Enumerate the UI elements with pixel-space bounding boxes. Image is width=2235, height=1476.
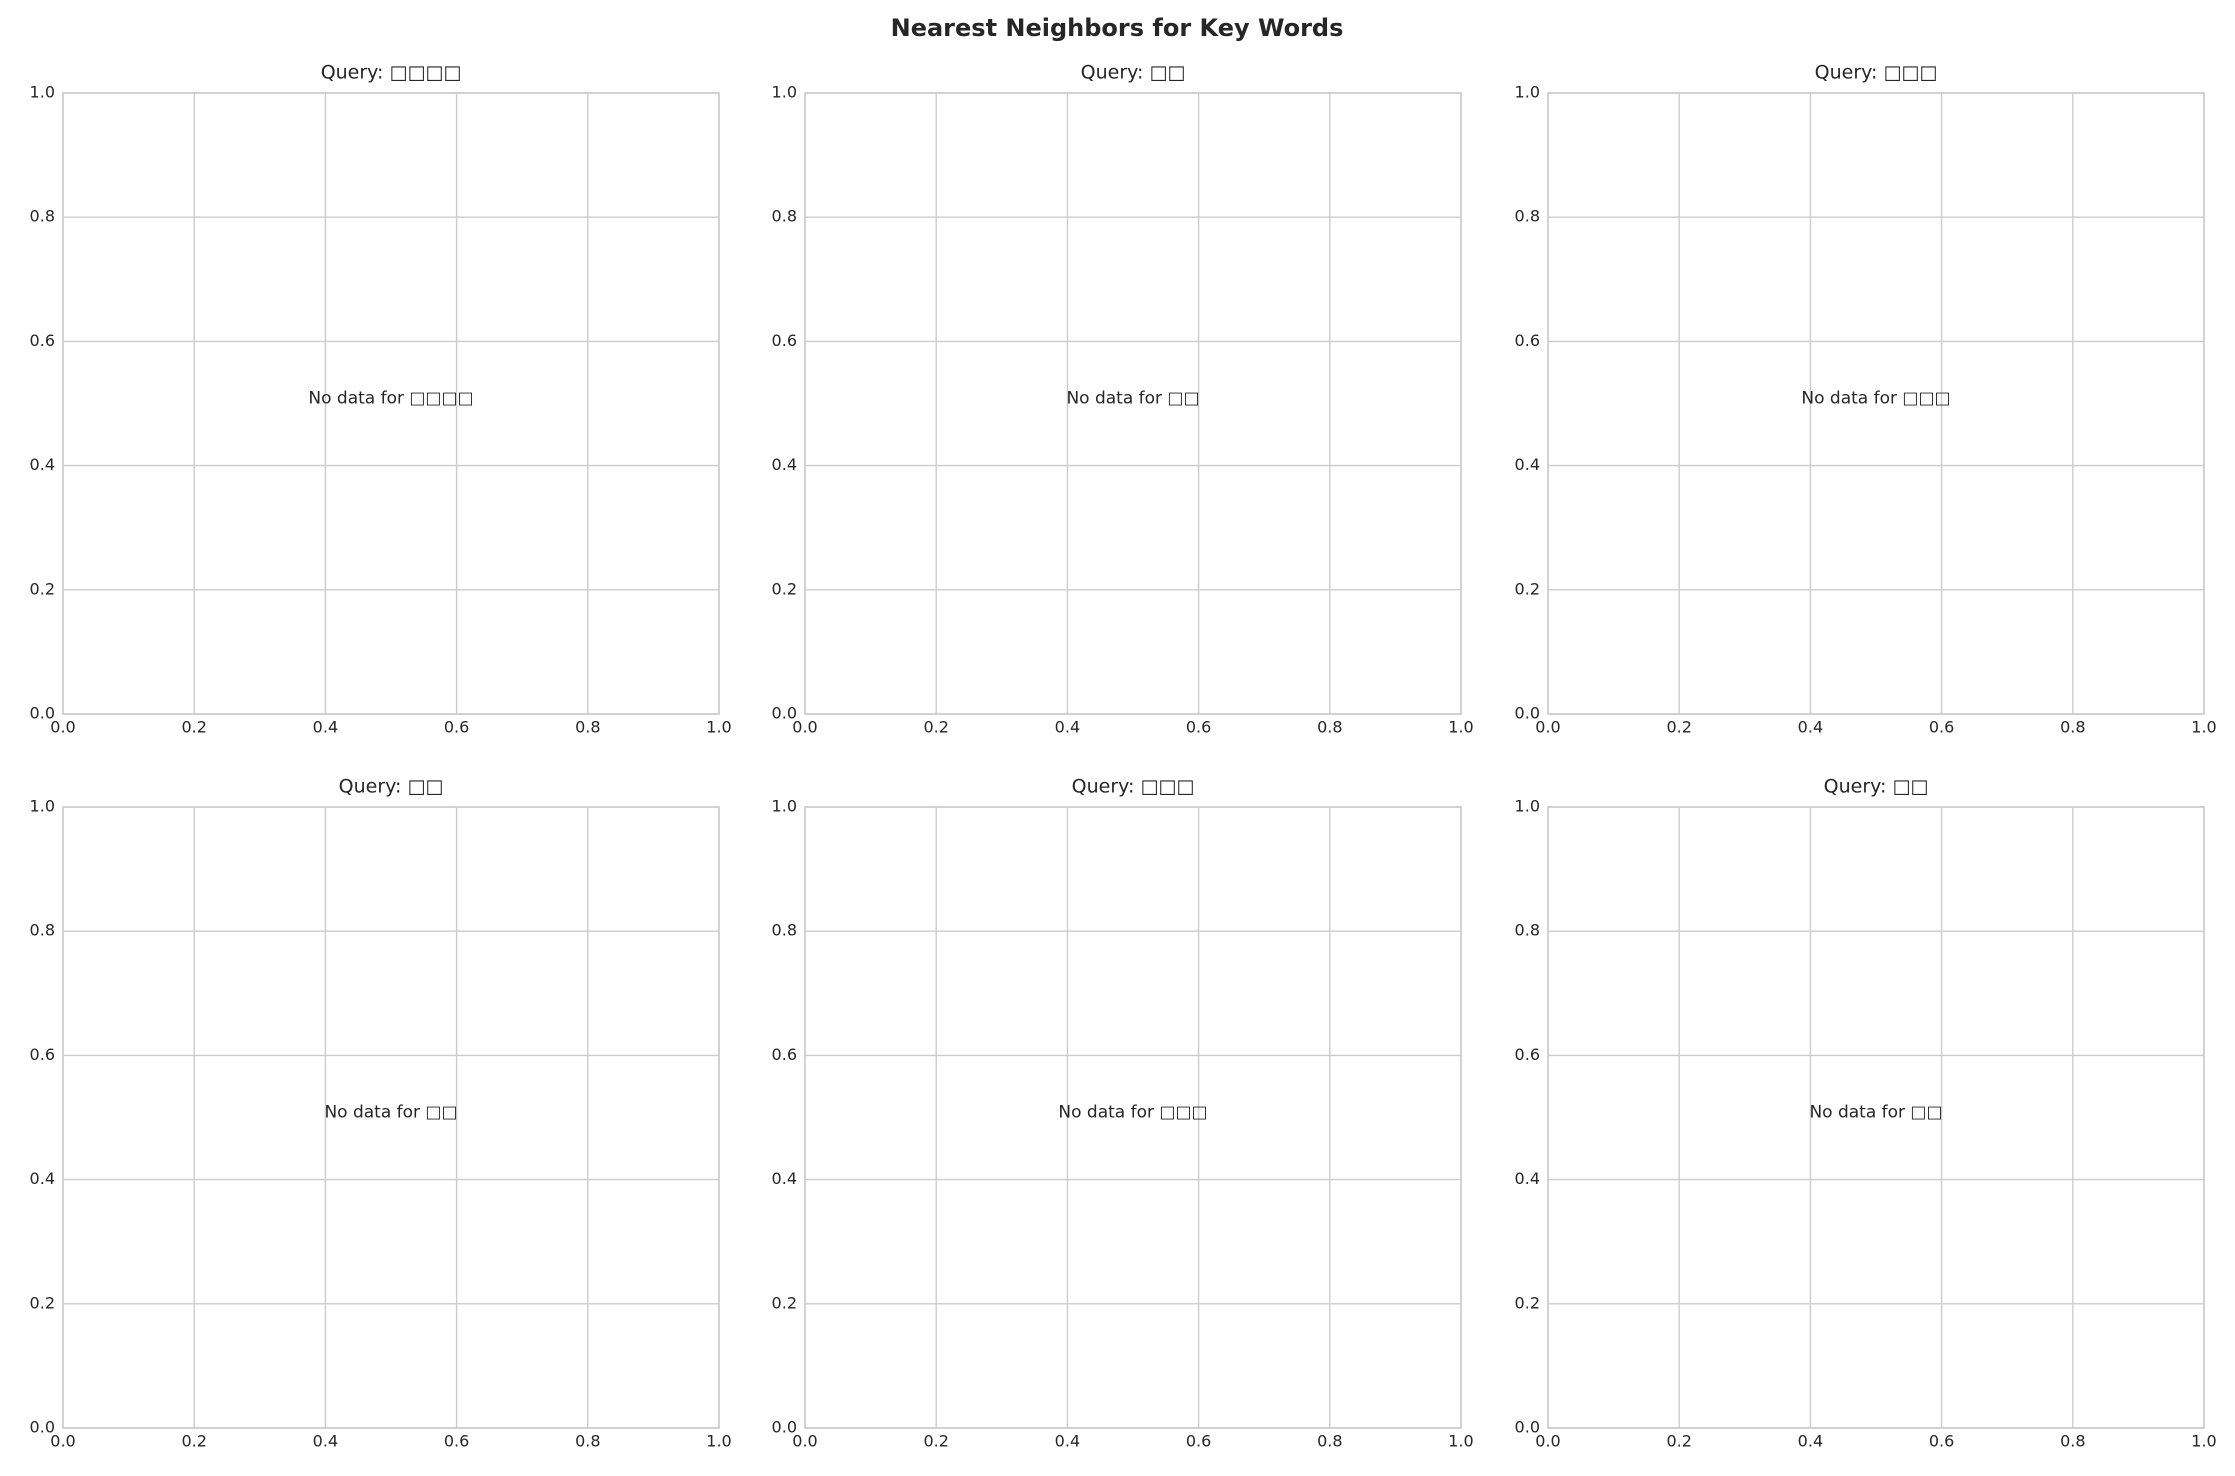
x-tick-label: 1.0: [706, 1432, 731, 1451]
x-tick-label: 0.6: [1929, 1432, 1954, 1451]
x-tick-label: 0.0: [792, 1432, 817, 1451]
axes-frame: [804, 92, 1462, 715]
y-tick-label: 0.2: [1515, 579, 1540, 598]
axes-frame: [1547, 92, 2205, 715]
x-tick-label: 0.8: [2060, 1432, 2085, 1451]
axes-frame: [62, 806, 720, 1429]
y-tick-label: 0.0: [1515, 1418, 1540, 1437]
y-tick-label: 0.0: [772, 1418, 797, 1437]
x-tick-label: 1.0: [706, 718, 731, 737]
y-tick-label: 0.8: [1515, 921, 1540, 940]
y-tick-label: 0.6: [30, 1045, 55, 1064]
subplot-title: Query: □□: [1081, 62, 1186, 84]
subplot-title: Query: □□□: [1072, 776, 1195, 798]
y-tick-label: 0.4: [1515, 455, 1540, 474]
axes-frame: [804, 806, 1462, 1429]
x-tick-label: 0.0: [792, 718, 817, 737]
x-tick-label: 0.8: [575, 718, 600, 737]
subplot: 0.0 0.2 0.4 0.6 0.8 1.0 0.0 0.2 0.4 0.6 0.8 1.0 Quer…: [1515, 62, 2217, 737]
x-tick-label: 0.2: [181, 1432, 206, 1451]
y-tick-label: 0.6: [1515, 1045, 1540, 1064]
x-tick-label: 0.4: [1055, 1432, 1080, 1451]
y-tick-label: 0.8: [772, 207, 797, 226]
x-tick-label: 0.8: [2060, 718, 2085, 737]
x-tick-label: 1.0: [1448, 1432, 1473, 1451]
y-tick-label: 0.8: [772, 921, 797, 940]
y-tick-label: 0.0: [30, 704, 55, 723]
axes-frame: [1547, 806, 2205, 1429]
x-tick-label: 0.2: [181, 718, 206, 737]
y-tick-label: 0.8: [1515, 207, 1540, 226]
x-tick-label: 0.0: [50, 718, 75, 737]
x-tick-label: 0.6: [1186, 1432, 1211, 1451]
annotation: No data for □□: [324, 1103, 457, 1123]
x-tick-label: 0.6: [1929, 718, 1954, 737]
y-tick-label: 1.0: [30, 83, 55, 102]
subplot: 0.0 0.2 0.4 0.6 0.8 1.0 0.0 0.2 0.4 0.6 0.8 1.0 Quer…: [772, 62, 1474, 737]
x-tick-label: 0.4: [1798, 1432, 1823, 1451]
y-tick-label: 1.0: [1515, 83, 1540, 102]
y-tick-label: 0.4: [1515, 1169, 1540, 1188]
y-tick-label: 0.4: [772, 455, 797, 474]
x-tick-label: 0.0: [1535, 1432, 1560, 1451]
y-tick-label: 0.4: [772, 1169, 797, 1188]
y-tick-label: 0.8: [30, 921, 55, 940]
y-tick-label: 0.6: [772, 1045, 797, 1064]
x-tick-label: 0.8: [575, 1432, 600, 1451]
y-tick-label: 0.6: [772, 331, 797, 350]
y-tick-label: 0.6: [30, 331, 55, 350]
y-tick-label: 0.2: [1515, 1293, 1540, 1312]
y-tick-label: 0.6: [1515, 331, 1540, 350]
x-tick-label: 0.4: [1798, 718, 1823, 737]
x-tick-label: 1.0: [2191, 718, 2216, 737]
y-tick-label: 0.0: [1515, 704, 1540, 723]
annotation: No data for □□: [1066, 389, 1199, 409]
subplot: 0.0 0.2 0.4 0.6 0.8 1.0 0.0 0.2 0.4 0.6 0.8 1.0 Quer…: [30, 62, 732, 737]
x-tick-label: 0.2: [923, 1432, 948, 1451]
subplot: 0.0 0.2 0.4 0.6 0.8 1.0 0.0 0.2 0.4 0.6 0.8 1.0 Quer…: [30, 776, 732, 1451]
subplot-title: Query: □□□□: [321, 62, 462, 84]
x-tick-label: 0.6: [444, 718, 469, 737]
y-tick-label: 1.0: [772, 83, 797, 102]
y-tick-label: 0.2: [30, 1293, 55, 1312]
y-tick-label: 1.0: [1515, 797, 1540, 816]
annotation: No data for □□□: [1058, 1103, 1207, 1123]
y-tick-label: 0.2: [772, 579, 797, 598]
subplot: 0.0 0.2 0.4 0.6 0.8 1.0 0.0 0.2 0.4 0.6 0.8 1.0 Quer…: [772, 776, 1474, 1451]
x-tick-label: 0.4: [1055, 718, 1080, 737]
annotation: No data for □□□: [1801, 389, 1950, 409]
x-tick-label: 0.0: [50, 1432, 75, 1451]
y-tick-label: 0.4: [30, 1169, 55, 1188]
subplot-title: Query: □□: [339, 776, 444, 798]
y-tick-label: 0.8: [30, 207, 55, 226]
axes-frame: [62, 92, 720, 715]
y-tick-label: 0.2: [772, 1293, 797, 1312]
subplot: 0.0 0.2 0.4 0.6 0.8 1.0 0.0 0.2 0.4 0.6 0.8 1.0 Quer…: [1515, 776, 2217, 1451]
annotation: No data for □□: [1809, 1103, 1942, 1123]
y-tick-label: 0.0: [30, 1418, 55, 1437]
x-tick-label: 0.4: [313, 1432, 338, 1451]
x-tick-label: 0.0: [1535, 718, 1560, 737]
x-tick-label: 1.0: [1448, 718, 1473, 737]
x-tick-label: 0.4: [313, 718, 338, 737]
x-tick-label: 0.2: [1666, 718, 1691, 737]
x-tick-label: 1.0: [2191, 1432, 2216, 1451]
x-tick-label: 0.8: [1317, 718, 1342, 737]
x-tick-label: 0.6: [1186, 718, 1211, 737]
x-tick-label: 0.2: [1666, 1432, 1691, 1451]
subplot-title: Query: □□□: [1815, 62, 1938, 84]
x-tick-label: 0.2: [923, 718, 948, 737]
y-tick-label: 0.0: [772, 704, 797, 723]
x-tick-label: 0.8: [1317, 1432, 1342, 1451]
figure-title: Nearest Neighbors for Key Words: [891, 14, 1344, 42]
subplot-title: Query: □□: [1824, 776, 1929, 798]
y-tick-label: 1.0: [772, 797, 797, 816]
y-tick-label: 1.0: [30, 797, 55, 816]
y-tick-label: 0.4: [30, 455, 55, 474]
y-tick-label: 0.2: [30, 579, 55, 598]
annotation: No data for □□□□: [308, 389, 473, 409]
x-tick-label: 0.6: [444, 1432, 469, 1451]
